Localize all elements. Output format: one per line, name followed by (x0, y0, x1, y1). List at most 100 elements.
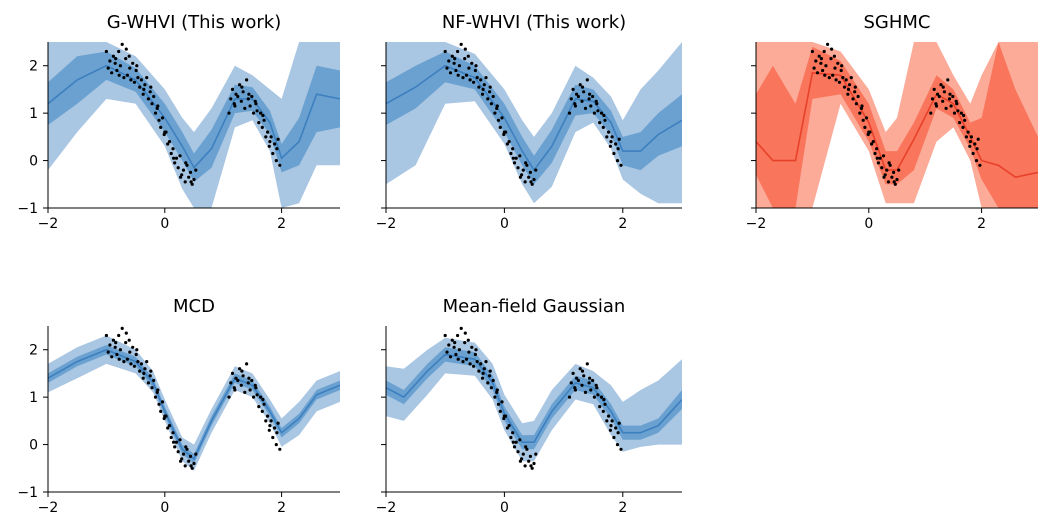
observation-point (617, 421, 621, 425)
observation-point (942, 90, 947, 94)
observation-point (827, 76, 831, 80)
observation-point (189, 464, 193, 468)
observation-point (173, 161, 177, 165)
observation-point (833, 66, 837, 70)
observation-point (261, 113, 265, 118)
observation-point (457, 64, 461, 68)
observation-point (968, 144, 972, 148)
observation-point (253, 99, 257, 103)
observation-point (592, 395, 597, 399)
observation-point (528, 170, 533, 174)
observation-point (239, 383, 243, 387)
chart-panel-4: −2 0 2 −1 0 1 2 MCD (17, 296, 340, 516)
observation-point (619, 447, 623, 451)
observation-point (608, 144, 613, 148)
observation-point (885, 168, 889, 172)
observation-point (959, 111, 963, 115)
observation-point (172, 440, 176, 444)
observation-point (114, 57, 118, 61)
observation-point (475, 76, 479, 80)
observation-point (528, 454, 533, 458)
observation-point (241, 90, 245, 94)
observation-point (479, 362, 483, 366)
observation-point (851, 97, 855, 101)
observation-point (138, 369, 142, 373)
observation-point (819, 57, 824, 61)
observation-point (518, 154, 522, 158)
observation-point (951, 94, 955, 99)
observation-point (267, 428, 271, 432)
panel-title: MCD (173, 296, 215, 317)
observation-point (268, 140, 272, 144)
observation-point (230, 87, 235, 91)
observation-point (502, 416, 506, 421)
observation-point (146, 381, 150, 385)
observation-point (132, 80, 136, 84)
observation-point (949, 104, 953, 108)
observation-point (236, 94, 240, 99)
observation-point (876, 161, 881, 165)
observation-point (871, 140, 875, 144)
observation-point (278, 447, 282, 451)
observation-point (616, 431, 620, 435)
observation-point (484, 76, 488, 80)
observation-points (443, 326, 623, 470)
observation-point (150, 102, 154, 106)
observation-point (266, 130, 270, 134)
observation-point (527, 459, 531, 463)
observation-point (106, 350, 110, 354)
observation-point (878, 156, 882, 160)
observation-point (595, 102, 599, 106)
observation-point (964, 135, 969, 139)
observation-point (254, 386, 258, 390)
observation-point (117, 333, 121, 338)
observation-point (120, 42, 124, 47)
observation-point (273, 142, 277, 146)
observation-point (466, 54, 470, 58)
observation-point (466, 338, 470, 342)
observation-point (514, 156, 518, 160)
observation-point (257, 405, 261, 409)
observation-point (815, 71, 820, 75)
observation-point (136, 76, 140, 80)
observation-point (948, 92, 952, 96)
observation-point (881, 154, 886, 158)
observation-point (104, 49, 108, 54)
observation-point (488, 374, 492, 378)
observation-point (532, 177, 536, 182)
observation-point (610, 135, 614, 139)
observation-point (124, 57, 128, 61)
observation-point (867, 130, 871, 134)
observation-point (819, 61, 823, 65)
observation-point (866, 132, 870, 137)
observation-point (489, 386, 493, 390)
observation-point (269, 135, 273, 139)
observation-point (275, 147, 279, 151)
observation-point (486, 97, 490, 101)
observation-point (509, 435, 513, 440)
observation-point (141, 376, 145, 380)
observation-point (236, 378, 240, 383)
observation-point (886, 180, 891, 184)
observation-point (591, 378, 595, 383)
observation-point (873, 151, 877, 156)
observation-point (527, 175, 531, 179)
observation-point (936, 92, 940, 96)
observation-point (183, 180, 187, 184)
observation-point (589, 104, 593, 108)
observation-point (138, 85, 142, 89)
observation-point (605, 135, 609, 139)
observation-point (179, 459, 183, 463)
observation-point (148, 374, 152, 378)
observation-point (139, 362, 143, 366)
observation-point (470, 61, 474, 65)
observation-point (142, 371, 146, 375)
observation-point (853, 90, 857, 94)
chart-panel-2: −2 0 2 NF-WHVI (This work) (376, 12, 682, 232)
observation-point (118, 64, 122, 68)
observation-point (128, 350, 132, 354)
observation-point (127, 338, 131, 342)
observation-point (178, 154, 182, 158)
chart-panel-1: −2 0 2 −1 0 1 2 G-WHVI (This work) (17, 12, 340, 232)
observation-point (812, 66, 816, 70)
